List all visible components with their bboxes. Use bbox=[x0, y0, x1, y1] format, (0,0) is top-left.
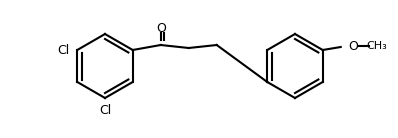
Text: CH₃: CH₃ bbox=[366, 41, 387, 51]
Text: Cl: Cl bbox=[99, 104, 111, 116]
Text: Cl: Cl bbox=[57, 43, 69, 56]
Text: O: O bbox=[348, 39, 358, 52]
Text: O: O bbox=[156, 22, 166, 35]
